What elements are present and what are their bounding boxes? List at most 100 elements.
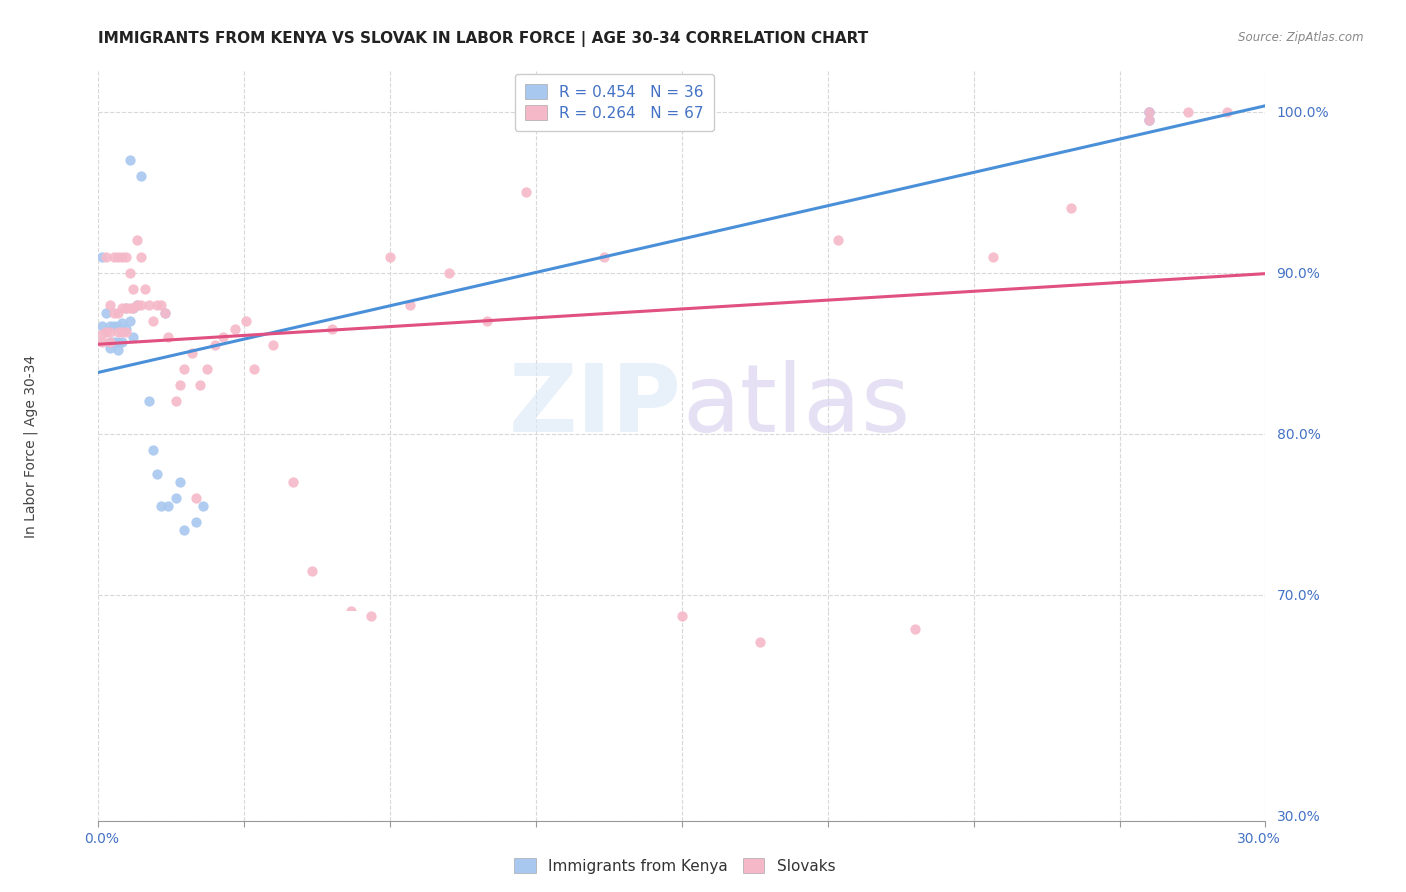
Point bbox=[146, 467, 169, 481]
Point bbox=[195, 362, 218, 376]
Point bbox=[96, 250, 118, 264]
Point bbox=[98, 298, 121, 312]
Point bbox=[827, 234, 849, 248]
Point bbox=[98, 318, 121, 333]
Point bbox=[146, 298, 169, 312]
Point bbox=[477, 314, 499, 328]
Text: ZIP: ZIP bbox=[509, 359, 682, 452]
Point bbox=[127, 298, 149, 312]
Point bbox=[107, 343, 129, 357]
Point bbox=[127, 298, 149, 312]
Point bbox=[118, 301, 141, 315]
Point bbox=[321, 322, 343, 336]
Point bbox=[114, 322, 136, 336]
Text: atlas: atlas bbox=[682, 359, 910, 452]
Point bbox=[398, 298, 420, 312]
Point bbox=[114, 325, 136, 339]
Legend: Immigrants from Kenya, Slovaks: Immigrants from Kenya, Slovaks bbox=[509, 852, 841, 880]
Text: Source: ZipAtlas.com: Source: ZipAtlas.com bbox=[1239, 31, 1364, 45]
Point bbox=[129, 298, 152, 312]
Point bbox=[91, 318, 114, 333]
Point bbox=[118, 266, 141, 280]
Point bbox=[107, 334, 129, 349]
Point bbox=[301, 564, 323, 578]
Point bbox=[111, 325, 134, 339]
Point bbox=[107, 318, 129, 333]
Point bbox=[243, 362, 266, 376]
Point bbox=[122, 330, 145, 344]
Point bbox=[107, 325, 129, 339]
Point bbox=[118, 314, 141, 328]
Point bbox=[173, 362, 195, 376]
Point bbox=[1215, 104, 1237, 119]
Point bbox=[184, 516, 207, 530]
Point bbox=[1177, 104, 1199, 119]
Point bbox=[96, 306, 118, 320]
Point bbox=[138, 298, 160, 312]
Point bbox=[103, 334, 125, 349]
Point bbox=[173, 524, 195, 538]
Point bbox=[111, 334, 134, 349]
Point bbox=[1137, 104, 1160, 119]
Point bbox=[149, 499, 172, 513]
Point bbox=[111, 250, 134, 264]
Point bbox=[129, 169, 152, 183]
Point bbox=[981, 250, 1004, 264]
Point bbox=[1137, 104, 1160, 119]
Point bbox=[224, 322, 246, 336]
Text: 30.0%: 30.0% bbox=[1236, 832, 1281, 846]
Point bbox=[98, 334, 121, 349]
Point bbox=[262, 338, 284, 352]
Legend: R = 0.454   N = 36, R = 0.264   N = 67: R = 0.454 N = 36, R = 0.264 N = 67 bbox=[515, 74, 714, 131]
Point bbox=[91, 334, 114, 349]
Text: 0.0%: 0.0% bbox=[84, 832, 118, 846]
Point bbox=[281, 475, 304, 489]
Point bbox=[129, 250, 152, 264]
Point bbox=[127, 234, 149, 248]
Point bbox=[380, 250, 402, 264]
Point bbox=[103, 306, 125, 320]
Point bbox=[153, 306, 176, 320]
Point bbox=[118, 153, 141, 167]
Point bbox=[515, 185, 537, 199]
Point bbox=[671, 609, 693, 624]
Point bbox=[138, 394, 160, 409]
Point bbox=[114, 250, 136, 264]
Point bbox=[165, 491, 187, 505]
Point bbox=[107, 250, 129, 264]
Point bbox=[169, 378, 191, 392]
Point bbox=[114, 301, 136, 315]
Point bbox=[103, 318, 125, 333]
Point bbox=[103, 250, 125, 264]
Point bbox=[134, 282, 156, 296]
Point bbox=[107, 306, 129, 320]
Point bbox=[98, 334, 121, 349]
Point bbox=[122, 301, 145, 315]
Point bbox=[1137, 112, 1160, 127]
Point bbox=[235, 314, 257, 328]
Point bbox=[1137, 112, 1160, 127]
Point bbox=[593, 250, 616, 264]
Point bbox=[122, 301, 145, 315]
Point bbox=[142, 442, 165, 457]
Point bbox=[1137, 112, 1160, 127]
Point bbox=[122, 282, 145, 296]
Point bbox=[169, 475, 191, 489]
Point bbox=[153, 306, 176, 320]
Point bbox=[360, 609, 382, 624]
Point bbox=[193, 499, 215, 513]
Point bbox=[184, 491, 207, 505]
Point bbox=[149, 298, 172, 312]
Point bbox=[188, 378, 211, 392]
Point bbox=[91, 326, 114, 341]
Point bbox=[114, 301, 136, 315]
Point bbox=[165, 394, 187, 409]
Point bbox=[96, 325, 118, 339]
Point bbox=[180, 346, 202, 360]
Point bbox=[1060, 201, 1083, 215]
Point bbox=[111, 301, 134, 315]
Point bbox=[904, 622, 927, 636]
Point bbox=[212, 330, 235, 344]
Point bbox=[98, 342, 121, 356]
Point bbox=[204, 338, 226, 352]
